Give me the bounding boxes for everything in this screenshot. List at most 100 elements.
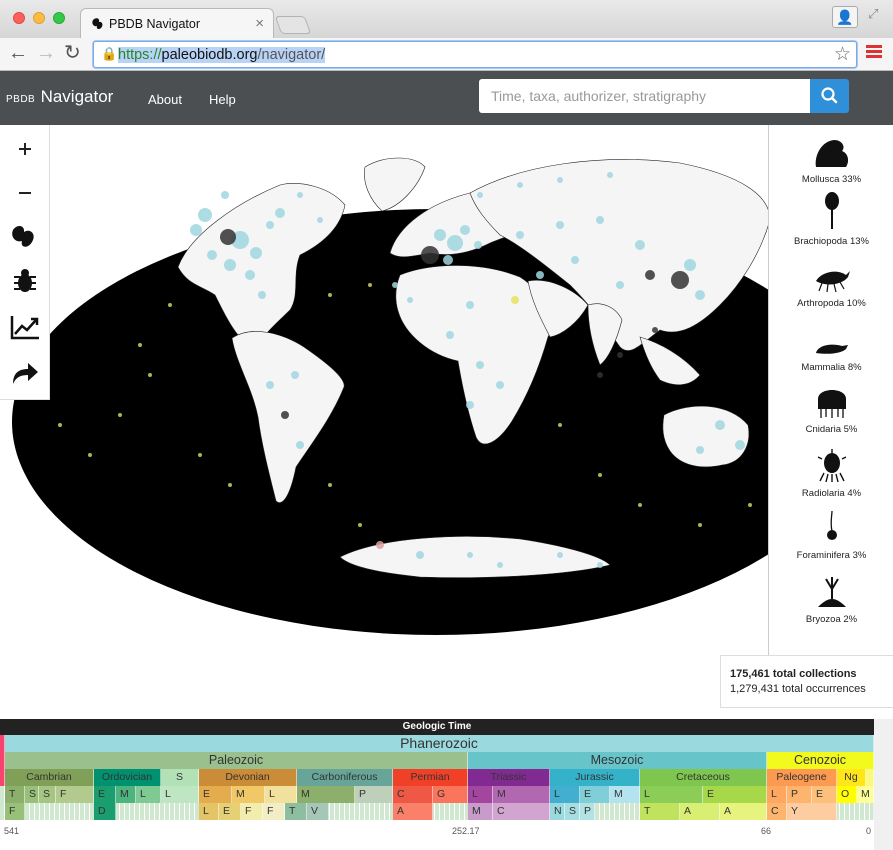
epoch-cell[interactable]: T [5, 786, 25, 803]
url-text[interactable]: https://paleobiodb.org/navigator/ [118, 47, 326, 63]
period-neogene[interactable]: Ng [837, 769, 866, 786]
collection-point[interactable] [198, 208, 212, 222]
epoch-cell[interactable]: E [703, 786, 767, 803]
collection-point[interactable] [368, 283, 372, 287]
epoch-cell[interactable]: S [25, 786, 39, 803]
collection-point[interactable] [536, 271, 544, 279]
window-minimize-button[interactable] [33, 12, 45, 24]
nav-link-help[interactable]: Help [209, 92, 236, 107]
collection-point[interactable] [220, 229, 236, 245]
collection-point[interactable] [207, 250, 217, 260]
age-cell[interactable]: A [720, 803, 767, 820]
age-cell[interactable]: F [241, 803, 263, 820]
collection-point[interactable] [638, 503, 642, 507]
collection-point[interactable] [317, 217, 323, 223]
epoch-cell[interactable]: S [39, 786, 56, 803]
period-triassic[interactable]: Triassic [468, 769, 550, 786]
period-cambrian[interactable]: Cambrian [5, 769, 94, 786]
collection-point[interactable] [328, 293, 332, 297]
collection-point[interactable] [748, 503, 752, 507]
period-silurian[interactable]: S [161, 769, 199, 786]
age-cell[interactable]: S [565, 803, 580, 820]
age-cell[interactable]: C [767, 803, 787, 820]
taxon-radiolaria[interactable]: Radiolaria 4% [769, 447, 893, 499]
age-cell[interactable]: C [493, 803, 550, 820]
tab-close-icon[interactable]: × [255, 15, 264, 32]
taxon-cnidaria[interactable]: Cnidaria 5% [769, 383, 893, 435]
collection-point[interactable] [556, 221, 564, 229]
collection-point[interactable] [698, 523, 702, 527]
epoch-cell[interactable]: L [161, 786, 199, 803]
taxon-brachiopoda[interactable]: Brachiopoda 13% [769, 191, 893, 247]
nav-link-about[interactable]: About [148, 92, 182, 107]
collection-point[interactable] [281, 411, 289, 419]
collection-point[interactable] [228, 483, 232, 487]
age-cell[interactable]: A [393, 803, 433, 820]
collection-point[interactable] [296, 441, 304, 449]
collection-point[interactable] [684, 259, 696, 271]
age-cell[interactable]: V [307, 803, 329, 820]
forward-arrow-icon[interactable]: → [36, 42, 56, 64]
back-arrow-icon[interactable]: ← [8, 42, 28, 64]
collection-point[interactable] [715, 420, 725, 430]
collection-point[interactable] [198, 453, 202, 457]
taxon-foraminifera[interactable]: Foraminifera 3% [769, 509, 893, 561]
era-mesozoic[interactable]: Mesozoic [468, 752, 767, 769]
epoch-cell[interactable]: L [767, 786, 787, 803]
age-cell[interactable]: Y [787, 803, 837, 820]
collection-point[interactable] [557, 552, 563, 558]
age-cell[interactable]: L [199, 803, 219, 820]
taxon-mollusca[interactable]: Mollusca 33% [769, 137, 893, 185]
collection-point[interactable] [168, 303, 172, 307]
epoch-cell[interactable]: L [468, 786, 493, 803]
collection-point[interactable] [558, 423, 562, 427]
collection-point[interactable] [58, 423, 62, 427]
period-paleogene[interactable]: Paleogene [767, 769, 837, 786]
period-precambrian-cell[interactable] [0, 769, 5, 786]
geologic-time-scale[interactable]: Geologic Time Phanerozoic Paleozoic Meso… [0, 719, 874, 821]
collection-point[interactable] [376, 541, 384, 549]
taxa-filter-button[interactable] [0, 259, 50, 303]
age-cell[interactable]: P [580, 803, 595, 820]
precambrian-cell[interactable] [0, 735, 5, 752]
collection-point[interactable] [735, 440, 745, 450]
browser-tab[interactable]: PBDB Navigator × [80, 8, 274, 38]
epoch-cell[interactable]: P [787, 786, 812, 803]
collection-point[interactable] [407, 297, 413, 303]
collection-point[interactable] [474, 241, 482, 249]
collection-point[interactable] [466, 301, 474, 309]
period-devonian[interactable]: Devonian [199, 769, 297, 786]
collection-point[interactable] [671, 271, 689, 289]
epoch-cell[interactable]: M [493, 786, 550, 803]
epoch-cell[interactable]: E [580, 786, 610, 803]
era-precambrian-cell[interactable] [0, 752, 5, 769]
epoch-cell[interactable]: L [265, 786, 297, 803]
epoch-cell[interactable]: E [812, 786, 837, 803]
age-cell[interactable]: N [550, 803, 565, 820]
taxon-bryozoa[interactable]: Bryozoa 2% [769, 575, 893, 625]
collection-point[interactable] [148, 373, 152, 377]
epoch-cell[interactable]: M [610, 786, 640, 803]
collection-point[interactable] [607, 172, 613, 178]
collection-point[interactable] [645, 270, 655, 280]
window-maximize-button[interactable] [53, 12, 65, 24]
age-cell[interactable]: T [640, 803, 680, 820]
period-carboniferous[interactable]: Carboniferous [297, 769, 393, 786]
collection-point[interactable] [616, 281, 624, 289]
collection-point[interactable] [224, 259, 236, 271]
period-cretaceous[interactable]: Cretaceous [640, 769, 767, 786]
collection-point[interactable] [297, 192, 303, 198]
collection-point[interactable] [328, 483, 332, 487]
collection-point[interactable] [190, 224, 202, 236]
collection-point[interactable] [598, 473, 602, 477]
epoch-cell[interactable]: M [297, 786, 355, 803]
age-cell[interactable]: E [219, 803, 241, 820]
epoch-cell[interactable]: E [199, 786, 232, 803]
age-cell[interactable]: D [94, 803, 116, 820]
collection-point[interactable] [635, 240, 645, 250]
reload-icon[interactable]: ↻ [64, 42, 81, 64]
collection-point[interactable] [138, 343, 142, 347]
age-cell[interactable]: F [263, 803, 285, 820]
profile-icon[interactable]: 👤 [832, 6, 858, 28]
collection-point[interactable] [477, 192, 483, 198]
